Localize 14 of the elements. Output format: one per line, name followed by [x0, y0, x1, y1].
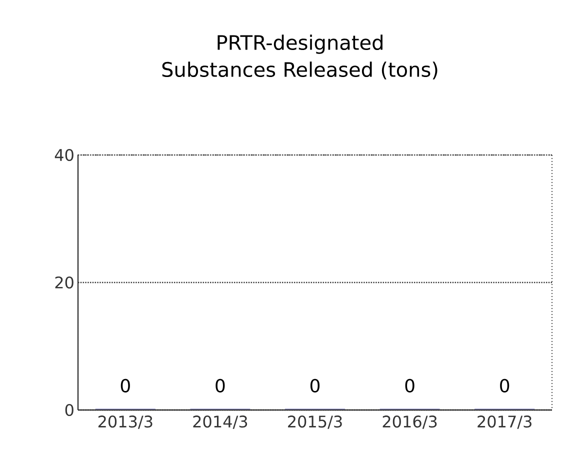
x-tick-label: 2015/3 [288, 416, 342, 429]
data-label: 0 [120, 378, 130, 392]
x-tick-label: 2014/3 [193, 416, 248, 429]
y-tick-label: 0 [65, 404, 74, 416]
x-tick-label: 2013/3 [98, 416, 152, 429]
x-tick-label: 2017/3 [478, 416, 532, 429]
x-tick-label: 2016/3 [382, 416, 437, 429]
y-tick-label: 40 [54, 148, 74, 162]
data-label: 0 [405, 378, 414, 392]
data-label: 0 [500, 378, 510, 392]
chart-title: PRTR-designated Substances Released (tons) [162, 34, 438, 80]
data-label: 0 [310, 378, 320, 392]
y-tick-label: 20 [55, 276, 74, 289]
data-label: 0 [216, 378, 225, 392]
